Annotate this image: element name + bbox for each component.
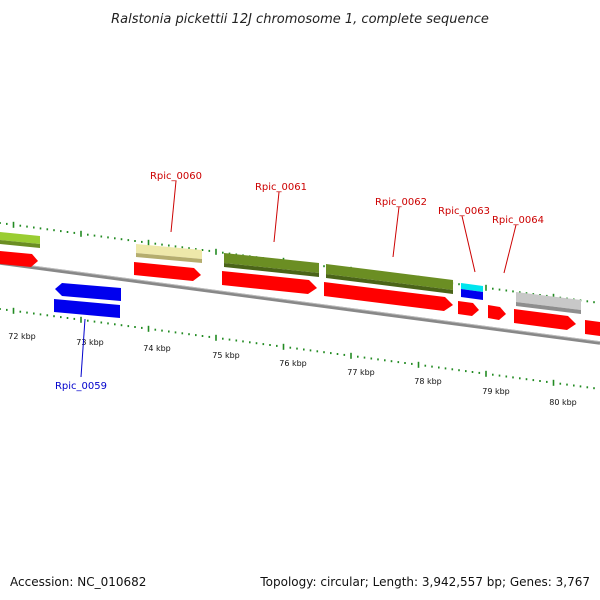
gene-bar-rpic-0064[interactable] <box>516 292 581 310</box>
gene-bar-rpic-0062[interactable] <box>326 264 453 290</box>
tick-label-77kbp: 77 kbp <box>347 368 375 377</box>
gene-arrow-rpic-0059[interactable] <box>55 283 121 301</box>
leader-line-rpic-0062 <box>392 206 400 258</box>
gene-bar-rpic-0061-edge <box>224 263 319 277</box>
gene-bar-rpic-0062-edge <box>326 274 453 294</box>
cds-arrow-rpic-0063[interactable] <box>458 301 479 316</box>
accession-text: Accession: NC_010682 <box>10 575 146 589</box>
chromosome-backbone <box>0 261 600 345</box>
tick-label-79kbp: 79 kbp <box>482 387 510 396</box>
leader-line-rpic-0064 <box>503 224 517 274</box>
cds-arrow-rpic-0060[interactable] <box>134 262 201 281</box>
gene-bar-rpic-0059[interactable] <box>54 299 120 318</box>
gene-bar-rpic-0063-blue <box>461 289 483 300</box>
tick-label-80kbp: 80 kbp <box>549 398 577 407</box>
cds-arrow-rpic-0062[interactable] <box>324 282 453 311</box>
gene-label-rpic-0063[interactable]: Rpic_0063 <box>438 206 490 217</box>
gene-bar-lime-edge <box>0 240 40 248</box>
gene-bar-rpic-0060-edge <box>136 253 202 263</box>
gene-label-rpic-0060[interactable]: Rpic_0060 <box>150 171 202 182</box>
tick-label-73kbp: 73 kbp <box>76 338 104 347</box>
map-title: Ralstonia pickettii 12J chromosome 1, co… <box>111 12 489 27</box>
leader-line-rpic-0061 <box>273 191 280 243</box>
cds-arrow-right[interactable] <box>585 320 600 336</box>
cds-arrow-rpic-0064b[interactable] <box>514 309 576 330</box>
summary-text: Topology: circular; Length: 3,942,557 bp… <box>259 575 590 589</box>
gene-bar-rpic-0060[interactable] <box>136 244 202 259</box>
inner-tick-track <box>0 307 595 390</box>
gene-label-rpic-0062[interactable]: Rpic_0062 <box>375 197 427 208</box>
gene-label-rpic-0061[interactable]: Rpic_0061 <box>255 182 307 193</box>
gene-bar-rpic-0061[interactable] <box>224 253 319 273</box>
leader-line-rpic-0063 <box>461 215 476 273</box>
leader-line-rpic-0060 <box>170 180 177 233</box>
gene-label-rpic-0059[interactable]: Rpic_0059 <box>55 381 107 392</box>
cds-arrow-rpic-0064a[interactable] <box>488 305 506 320</box>
tick-label-78kbp: 78 kbp <box>414 377 442 386</box>
cds-arrow-left[interactable] <box>0 251 38 267</box>
leader-line-rpic-0059 <box>80 318 86 378</box>
gene-label-rpic-0064[interactable]: Rpic_0064 <box>492 215 544 226</box>
tick-label-72kbp: 72 kbp <box>8 332 36 341</box>
gene-bar-rpic-0064-edge <box>516 302 581 314</box>
chromosome-backbone-highlight <box>0 261 600 343</box>
tick-label-76kbp: 76 kbp <box>279 359 307 368</box>
cds-arrow-rpic-0061[interactable] <box>222 271 317 294</box>
tick-label-75kbp: 75 kbp <box>212 351 240 360</box>
tick-label-74kbp: 74 kbp <box>143 344 171 353</box>
